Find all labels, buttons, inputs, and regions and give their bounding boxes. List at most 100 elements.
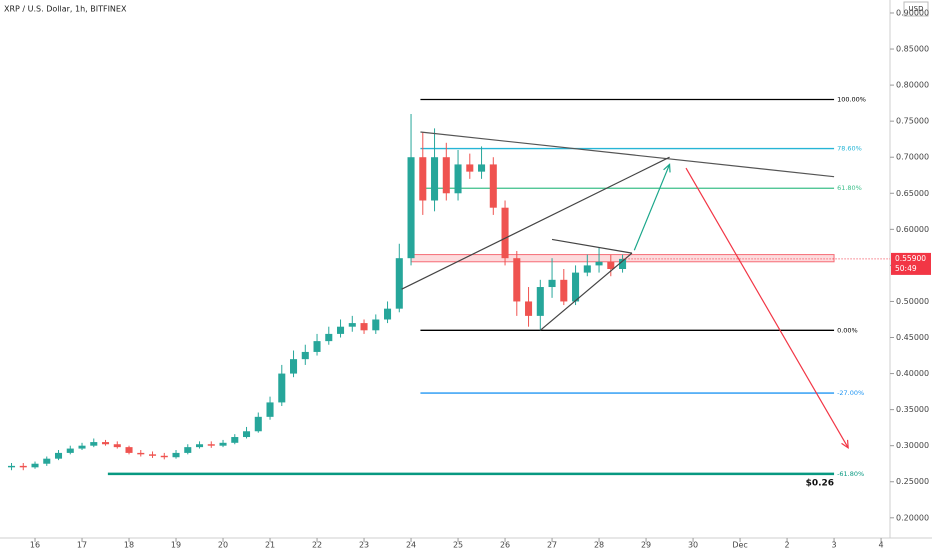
candle-body — [101, 442, 110, 445]
candle-body — [525, 301, 533, 316]
candle-body — [431, 157, 439, 201]
candle-body — [301, 351, 309, 360]
y-tick-label: 0.60000 — [896, 225, 929, 234]
last-price-box — [891, 252, 931, 275]
candle-body — [583, 265, 591, 273]
candle-body — [278, 373, 286, 403]
trend-line — [420, 131, 835, 178]
candle-body — [243, 431, 251, 438]
candle-body — [254, 416, 262, 432]
candle-body — [125, 447, 133, 453]
y-tick-label: 0.90000 — [896, 8, 929, 17]
arrow — [633, 164, 671, 251]
candle-body — [395, 258, 403, 309]
arrow-head — [841, 439, 849, 450]
candle-body — [607, 261, 615, 269]
trend-line — [539, 252, 633, 331]
candle-body — [548, 279, 556, 288]
candle-body — [501, 207, 509, 259]
x-tick-label: 27 — [547, 541, 557, 550]
x-tick-label: 20 — [218, 541, 228, 550]
candle-body — [184, 447, 192, 453]
fib-label: 78.60% — [837, 145, 862, 153]
candle-body — [360, 323, 368, 331]
candle-body — [148, 454, 157, 456]
y-tick-label: 0.30000 — [896, 441, 929, 450]
x-tick-label: 30 — [688, 541, 698, 550]
y-tick-label: 0.65000 — [896, 189, 929, 198]
y-tick-label: 0.45000 — [896, 333, 929, 342]
candle-body — [407, 157, 415, 259]
candle-body — [489, 164, 497, 208]
y-tick-label: 0.70000 — [896, 153, 929, 162]
y-tick-label: 0.20000 — [896, 513, 929, 522]
candle-body — [337, 326, 345, 334]
candle-body — [513, 258, 521, 302]
candle-body — [90, 442, 98, 446]
x-tick-label: 4 — [879, 541, 884, 550]
candle-body — [54, 452, 63, 459]
candle-body — [595, 261, 603, 266]
x-tick-label: 16 — [30, 541, 40, 550]
fib-label: 61.80% — [837, 184, 862, 192]
trend-line — [551, 238, 633, 254]
candle-body — [231, 437, 239, 443]
y-tick-label: 0.40000 — [896, 369, 929, 378]
candle-body — [384, 308, 392, 320]
candle-body — [43, 458, 51, 464]
x-tick-label: 22 — [312, 541, 322, 550]
candle-body — [290, 359, 298, 374]
y-tick-label: 0.25000 — [896, 477, 929, 486]
x-tick-label: 18 — [124, 541, 134, 550]
candle-body — [172, 452, 180, 458]
currency[interactable]: USD — [909, 5, 924, 13]
x-tick-label: 29 — [641, 541, 651, 550]
x-tick-label: 2 — [785, 541, 790, 550]
y-tick-label: 0.35000 — [896, 405, 929, 414]
candle-body — [31, 463, 39, 468]
candle-body — [536, 287, 544, 316]
candle-body — [266, 402, 274, 417]
y-tick-label: 0.50000 — [896, 297, 929, 306]
x-tick-label: 28 — [594, 541, 604, 550]
candle-body — [619, 258, 627, 269]
candle-body — [113, 444, 121, 448]
candle-body — [66, 448, 74, 453]
chart-title: XRP / U.S. Dollar, 1h, BITFINEX — [4, 5, 127, 14]
candle-body — [137, 452, 145, 455]
candle-body — [78, 445, 86, 449]
candle-body — [207, 444, 215, 446]
candle-body — [560, 279, 568, 302]
candle-body — [466, 164, 474, 172]
arrow-head — [663, 163, 671, 173]
candle-body — [19, 465, 27, 468]
x-tick-label: 26 — [500, 541, 510, 550]
y-tick-label: 0.85000 — [896, 45, 929, 54]
trend-line — [401, 156, 670, 290]
x-tick-label: 3 — [832, 541, 837, 550]
candle-body — [572, 272, 580, 302]
candle-body — [219, 442, 227, 446]
x-tick-label: 19 — [171, 541, 181, 550]
candle-body — [7, 465, 16, 468]
y-tick-label: 0.80000 — [896, 81, 929, 90]
candle-body — [454, 164, 462, 194]
x-tick-label: Dec — [732, 541, 747, 550]
countdown: 50:49 — [895, 264, 917, 273]
currency-box[interactable] — [903, 1, 929, 17]
x-tick-label: 23 — [359, 541, 369, 550]
candle-body — [160, 455, 168, 458]
candle-body — [196, 444, 204, 448]
last-price: 0.55900 — [895, 254, 926, 263]
x-tick-label: 25 — [453, 541, 463, 550]
candle-body — [419, 157, 427, 201]
candle-body — [372, 319, 380, 331]
arrow — [685, 167, 849, 449]
fib-label: 100.00% — [837, 96, 866, 104]
fib-label: 0.00% — [837, 326, 858, 334]
x-tick-label: 21 — [265, 541, 275, 550]
x-tick-label: 17 — [77, 541, 87, 550]
candle-body — [348, 323, 356, 327]
fib-label: -61.80% — [837, 470, 864, 478]
